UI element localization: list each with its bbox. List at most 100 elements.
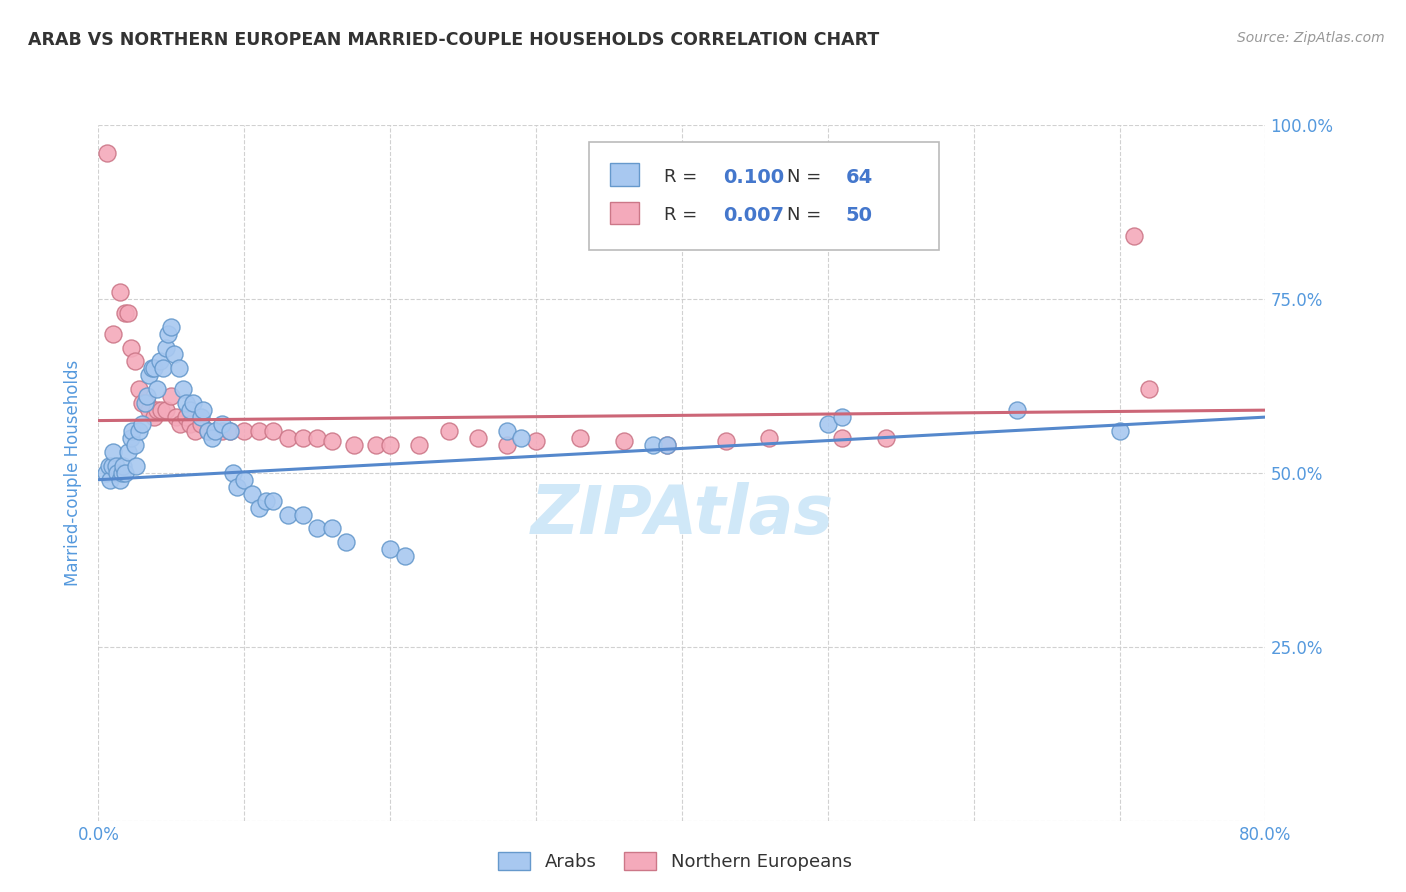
Point bbox=[211, 424, 233, 438]
Point bbox=[495, 438, 517, 452]
Text: R =: R = bbox=[665, 168, 703, 186]
Point bbox=[190, 417, 212, 431]
Point bbox=[128, 382, 150, 396]
Text: 0.100: 0.100 bbox=[723, 168, 785, 186]
Point bbox=[100, 458, 122, 473]
Point bbox=[142, 361, 165, 376]
Text: ZIPAtlas: ZIPAtlas bbox=[530, 482, 834, 548]
Point bbox=[247, 500, 270, 515]
Point bbox=[181, 396, 204, 410]
Point bbox=[117, 306, 139, 320]
Text: N =: N = bbox=[787, 206, 827, 224]
Text: ARAB VS NORTHERN EUROPEAN MARRIED-COUPLE HOUSEHOLDS CORRELATION CHART: ARAB VS NORTHERN EUROPEAN MARRIED-COUPLE… bbox=[28, 31, 879, 49]
Text: 50: 50 bbox=[845, 206, 872, 225]
Point bbox=[125, 458, 148, 473]
Point bbox=[149, 354, 172, 368]
Point bbox=[160, 319, 183, 334]
Point bbox=[167, 361, 190, 376]
Point bbox=[124, 354, 146, 368]
Legend: Arabs, Northern Europeans: Arabs, Northern Europeans bbox=[491, 845, 859, 879]
Point bbox=[211, 417, 233, 431]
Point bbox=[110, 473, 132, 487]
Point bbox=[141, 361, 163, 376]
Point bbox=[204, 424, 226, 438]
Point bbox=[321, 434, 343, 449]
Point bbox=[321, 521, 343, 535]
Point bbox=[98, 473, 121, 487]
Point bbox=[335, 535, 357, 549]
Point bbox=[277, 508, 299, 522]
Point bbox=[101, 326, 124, 341]
Point bbox=[568, 431, 591, 445]
Point bbox=[218, 424, 240, 438]
Point bbox=[160, 389, 183, 403]
Point bbox=[641, 438, 664, 452]
Point bbox=[408, 438, 430, 452]
Point bbox=[1108, 424, 1130, 438]
Point bbox=[163, 347, 186, 361]
Point bbox=[179, 403, 201, 417]
Point bbox=[146, 403, 169, 417]
Point bbox=[378, 542, 402, 557]
Point bbox=[120, 431, 142, 445]
Point bbox=[201, 431, 224, 445]
Point bbox=[155, 403, 177, 417]
Point bbox=[142, 410, 165, 425]
Point bbox=[157, 326, 180, 341]
Point bbox=[495, 424, 517, 438]
Point bbox=[138, 368, 160, 383]
Point bbox=[1007, 403, 1029, 417]
Point bbox=[875, 431, 897, 445]
Point bbox=[343, 438, 366, 452]
Point bbox=[101, 445, 124, 459]
Point bbox=[165, 410, 187, 425]
Point bbox=[146, 382, 169, 396]
Point bbox=[197, 424, 219, 438]
Point bbox=[218, 424, 240, 438]
Point bbox=[97, 458, 120, 473]
Point bbox=[120, 341, 142, 355]
Point bbox=[612, 434, 634, 449]
Point bbox=[155, 341, 177, 355]
Point bbox=[138, 403, 160, 417]
Point bbox=[179, 417, 201, 431]
Point bbox=[240, 486, 263, 500]
Point bbox=[104, 458, 127, 473]
Point bbox=[105, 466, 128, 480]
Point bbox=[1137, 382, 1160, 396]
Point bbox=[193, 403, 215, 417]
Point bbox=[262, 493, 284, 508]
Point bbox=[510, 431, 533, 445]
Point bbox=[714, 434, 737, 449]
Point bbox=[262, 424, 284, 438]
Point bbox=[394, 549, 416, 564]
Point bbox=[174, 410, 197, 425]
Point bbox=[121, 424, 143, 438]
Text: N =: N = bbox=[787, 168, 827, 186]
Point bbox=[197, 424, 219, 438]
Point bbox=[114, 466, 136, 480]
Point bbox=[96, 145, 118, 160]
Point bbox=[524, 434, 547, 449]
Point bbox=[437, 424, 460, 438]
Point bbox=[174, 396, 197, 410]
Point bbox=[467, 431, 489, 445]
Point bbox=[657, 438, 679, 452]
Point bbox=[134, 396, 156, 410]
Text: 64: 64 bbox=[845, 168, 873, 186]
Point bbox=[150, 403, 173, 417]
Point bbox=[221, 466, 243, 480]
Point bbox=[233, 473, 256, 487]
Point bbox=[94, 466, 117, 480]
Point bbox=[758, 431, 780, 445]
FancyBboxPatch shape bbox=[610, 163, 638, 186]
Point bbox=[226, 480, 249, 494]
Point bbox=[247, 424, 270, 438]
Point bbox=[378, 438, 402, 452]
Point bbox=[204, 424, 226, 438]
Point bbox=[817, 417, 839, 431]
Point bbox=[364, 438, 387, 452]
Point bbox=[307, 431, 329, 445]
Point bbox=[152, 361, 174, 376]
Text: R =: R = bbox=[665, 206, 703, 224]
